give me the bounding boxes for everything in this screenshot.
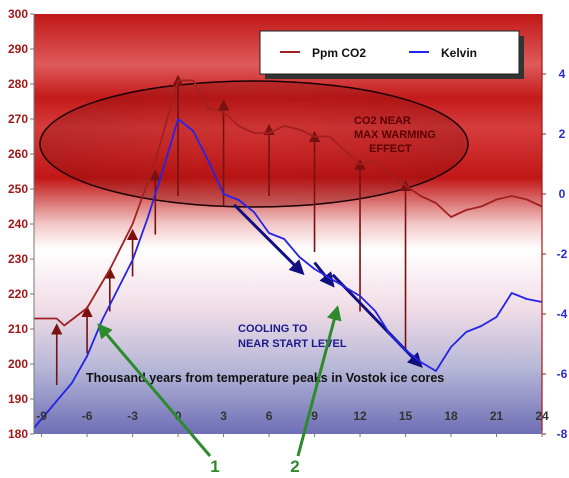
co2-note-line2: MAX WARMING [354,129,436,141]
legend-box [259,30,520,75]
left-axis-ticks: 180 190 200 210 220 230 240 250 260 270 280 290 300 [8,7,34,441]
left-tick-label: 290 [8,42,28,56]
cooling-arrow [233,203,305,276]
series-layer [33,79,543,429]
x-axis-ticks: -9 -6 -3 0 3 6 9 12 15 18 21 24 [36,409,549,437]
x-tick-label: 6 [266,409,273,423]
left-axis-band [0,10,34,438]
callout-arrow [296,305,342,457]
cooling-note-line1: COOLING TO [238,323,308,335]
left-tick-label: 220 [8,287,28,301]
legend-label-co2: Ppm CO2 [312,46,366,60]
left-tick-label: 270 [8,112,28,126]
co2-note-line3: EFFECT [369,143,412,155]
right-tick-label: 2 [559,127,566,141]
left-tick-label: 180 [8,427,28,441]
x-tick-label: 15 [399,409,413,423]
legend-label-kelvin: Kelvin [441,46,477,60]
right-axis-ticks: -8 -6 -4 -2 0 2 4 [542,67,568,441]
left-tick-label: 250 [8,182,28,196]
callout-label: 2 [290,457,299,476]
chart-title: Thousand years from temperature peaks in… [86,371,444,385]
legend: Ppm CO2 Kelvin [259,30,524,79]
left-tick-label: 190 [8,392,28,406]
right-tick-label: -2 [557,247,568,261]
x-tick-label: 24 [535,409,549,423]
left-tick-label: 200 [8,357,28,371]
kelvin-series-line [33,118,543,429]
co2-series-line [34,79,543,327]
right-tick-label: -8 [557,427,568,441]
left-tick-label: 260 [8,147,28,161]
x-tick-label: -3 [127,409,138,423]
x-tick-label: 18 [444,409,458,423]
left-tick-label: 280 [8,77,28,91]
x-tick-label: 9 [311,409,318,423]
cooling-note-line2: NEAR START LEVEL [238,338,347,350]
x-tick-label: 3 [220,409,227,423]
callout-arrow [97,323,212,457]
right-tick-label: -4 [557,307,568,321]
x-tick-label: 12 [353,409,367,423]
left-tick-label: 240 [8,217,28,231]
x-tick-label: -6 [82,409,93,423]
co2-note-line1: CO2 NEAR [354,115,411,127]
co2-effect-ellipse [39,80,469,208]
left-tick-label: 230 [8,252,28,266]
x-tick-label: 0 [175,409,182,423]
left-tick-label: 300 [8,7,28,21]
right-tick-label: 4 [559,67,566,81]
x-tick-label: 21 [490,409,504,423]
left-tick-label: 210 [8,322,28,336]
right-tick-label: -6 [557,367,568,381]
x-tick-label: -9 [36,409,47,423]
callout-label: 1 [210,457,219,476]
right-tick-label: 0 [559,187,566,201]
